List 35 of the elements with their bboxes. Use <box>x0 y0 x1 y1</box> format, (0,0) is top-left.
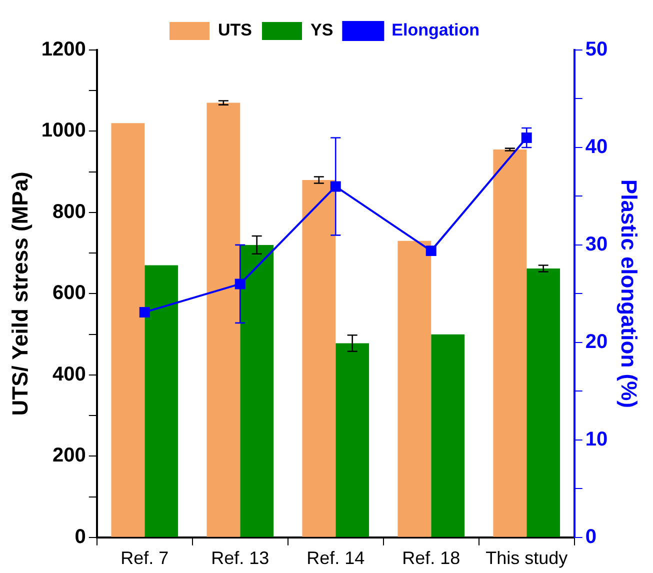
y-tick-label: 800 <box>52 200 86 223</box>
y2-tick-label: 20 <box>585 330 608 353</box>
y2-tick-label: 10 <box>585 428 608 450</box>
y-tick-label: 1200 <box>41 38 86 61</box>
y-tick-label: 600 <box>52 282 86 304</box>
y-tick-label: 0 <box>74 526 86 548</box>
bar <box>526 268 560 537</box>
x-tick-label: Ref. 13 <box>211 548 270 568</box>
bar <box>144 265 178 537</box>
bar <box>398 240 432 537</box>
y-tick-label: 400 <box>52 363 86 386</box>
y-tick-label: 200 <box>52 444 86 467</box>
point <box>139 306 150 318</box>
x-tick-label: This study <box>486 548 568 568</box>
point <box>426 246 436 256</box>
bar <box>302 180 336 537</box>
bar <box>493 150 527 537</box>
bar <box>206 102 240 537</box>
y2-axis-title: Plastic elongation (%) <box>616 179 642 408</box>
bar <box>431 334 465 537</box>
legend-label: UTS <box>218 20 252 40</box>
y2-tick-label: 40 <box>585 136 608 158</box>
x-tick-label: Ref. 7 <box>120 548 169 568</box>
legend-label: YS <box>310 20 334 40</box>
y2-tick-label: 30 <box>585 233 608 256</box>
y2-tick-label: 0 <box>585 526 596 548</box>
bar <box>240 244 274 537</box>
bar <box>336 343 370 537</box>
y-tick-label: 1000 <box>41 120 86 142</box>
bar <box>111 123 145 537</box>
y-axis-title: UTS/ Yeild stress (MPa) <box>7 172 32 416</box>
y2-tick-label: 50 <box>585 38 608 61</box>
x-tick-label: Ref. 18 <box>402 548 460 568</box>
x-tick-label: Ref. 14 <box>306 548 365 568</box>
legend-label: Elongation <box>392 20 480 40</box>
